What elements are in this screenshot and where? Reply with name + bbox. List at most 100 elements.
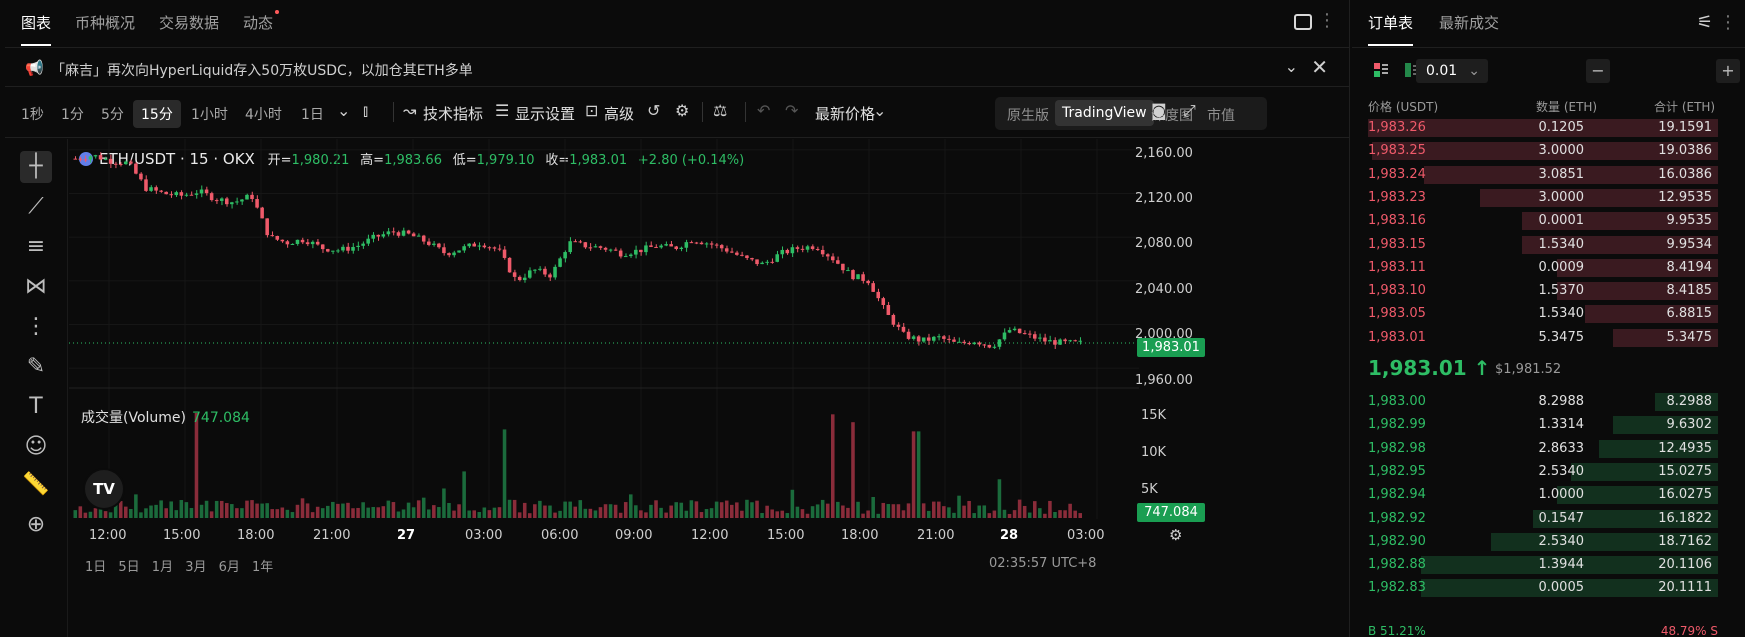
bid-row[interactable]: 1,982.88 1.3944 20.1106 — [1368, 555, 1718, 575]
tab-chart[interactable]: 图表 — [21, 14, 52, 46]
timeframe-1s[interactable]: 1秒 — [21, 107, 44, 123]
candle-body — [1007, 330, 1012, 333]
ask-row[interactable]: 1,983.15 1.5340 9.9534 — [1368, 235, 1718, 255]
bid-row[interactable]: 1,982.83 0.0005 20.1111 — [1368, 578, 1718, 598]
view-market-cap[interactable]: 市值 — [1207, 108, 1235, 124]
emoji-icon[interactable]: ☺ — [24, 434, 48, 459]
volume-bar — [320, 508, 325, 518]
candle-type-icon[interactable]: ⫾ — [363, 101, 369, 120]
advanced-icon[interactable]: ⊡ — [585, 101, 599, 120]
undo-icon[interactable]: ↶ — [757, 101, 771, 120]
view-depth[interactable]: 深度图 — [1151, 108, 1193, 124]
ask-row[interactable]: 1,983.11 0.0009 8.4194 — [1368, 258, 1718, 278]
candle-body — [346, 246, 350, 251]
candle-body — [538, 268, 542, 270]
ask-row[interactable]: 1,983.24 3.0851 16.0386 — [1368, 165, 1718, 185]
indicators-button[interactable]: 技术指标 — [423, 105, 484, 123]
view-tradingview[interactable]: TradingView — [1055, 100, 1154, 126]
bid-row[interactable]: 1,982.95 2.5340 15.0275 — [1368, 462, 1718, 482]
tab-recent-trades[interactable]: 最新成交 — [1439, 14, 1500, 32]
window-icon[interactable] — [1294, 14, 1312, 30]
ruler-icon[interactable]: 📏 — [22, 472, 50, 497]
tab-orderbook[interactable]: 订单表 — [1368, 14, 1414, 46]
volume-bar — [977, 505, 981, 518]
bid-row[interactable]: 1,982.92 0.1547 16.1822 — [1368, 509, 1718, 529]
ask-row[interactable]: 1,983.05 1.5340 6.8815 — [1368, 304, 1718, 324]
fib-icon[interactable]: ⋮ — [25, 314, 47, 339]
announcement-bar[interactable]: 📢 「麻吉」再次向HyperLiquid存入50万枚USDC，以加仓其ETH多单… — [5, 49, 1350, 87]
display-settings-button[interactable]: 显示设置 — [515, 105, 576, 123]
timeframe-15m[interactable]: 15分 — [133, 100, 181, 128]
volume-bar — [411, 507, 416, 518]
precision-decrease-button[interactable]: − — [1586, 59, 1610, 83]
tab-overview[interactable]: 币种概况 — [75, 14, 136, 32]
candle-body — [285, 241, 290, 245]
time-axis-label: 18:00 — [237, 528, 275, 543]
chevron-down-icon[interactable]: ⌄ — [873, 101, 887, 120]
more-icon[interactable]: ⋮ — [1318, 10, 1336, 31]
volume-bar — [457, 504, 461, 518]
ask-row[interactable]: 1,983.23 3.0000 12.9535 — [1368, 188, 1718, 208]
timeframe-1d[interactable]: 1日 — [301, 107, 324, 123]
brush-icon[interactable]: ✎ — [26, 354, 46, 379]
layout-both-icon[interactable] — [1373, 62, 1389, 78]
replay-icon[interactable]: ↺ — [647, 101, 661, 120]
bid-row[interactable]: 1,983.00 8.2988 8.2988 — [1368, 392, 1718, 412]
horizontal-lines-icon[interactable]: ≡ — [26, 234, 46, 259]
chart-canvas[interactable]: ETH/USDT · 15 · OKX 开=1,980.21 高=1,983.6… — [69, 139, 1350, 637]
indicators-icon[interactable]: ↝ — [403, 101, 417, 120]
volume-bar — [664, 512, 668, 518]
price-type-select[interactable]: 最新价格 — [815, 105, 876, 123]
trendline-icon[interactable]: ⟋ — [28, 194, 44, 219]
volume-bar — [129, 508, 133, 518]
gear-icon[interactable]: ⚙ — [675, 101, 690, 120]
announcement-text[interactable]: 「麻吉」再次向HyperLiquid存入50万枚USDC，以加仓其ETH多单 — [51, 63, 473, 79]
ask-row[interactable]: 1,983.16 0.0001 9.9535 — [1368, 211, 1718, 231]
ask-row[interactable]: 1,983.25 3.0000 19.0386 — [1368, 141, 1718, 161]
text-icon[interactable]: T — [29, 394, 43, 419]
list-icon[interactable]: ☰ — [495, 101, 510, 120]
tradingview-logo[interactable]: TV — [85, 470, 123, 508]
candle-body — [942, 336, 946, 339]
pattern-icon[interactable]: ⋈ — [25, 274, 47, 299]
zoom-in-icon[interactable]: ⊕ — [26, 512, 46, 537]
timeframe-1m[interactable]: 1分 — [61, 107, 84, 123]
volume-bar — [189, 508, 194, 518]
sliders-icon[interactable]: ⚟ — [1696, 12, 1713, 33]
chevron-down-icon[interactable]: ⌄ — [1284, 57, 1298, 76]
timeframe-5m[interactable]: 5分 — [101, 107, 124, 123]
tab-feed[interactable]: 动态 — [243, 10, 280, 33]
view-native[interactable]: 原生版 — [1007, 108, 1049, 124]
row-total: 18.7162 — [1658, 533, 1712, 549]
axis-settings-icon[interactable]: ⚙ — [1169, 526, 1183, 544]
ask-row[interactable]: 1,983.10 1.5370 8.4185 — [1368, 281, 1718, 301]
timeframe-1h[interactable]: 1小时 — [191, 107, 228, 123]
scale-icon[interactable]: ⚖ — [713, 101, 728, 120]
timeframe-4h[interactable]: 4小时 — [245, 107, 282, 123]
camera-icon[interactable]: ◙ — [1151, 101, 1167, 120]
volume-bar — [184, 502, 189, 518]
candle-body — [593, 246, 598, 248]
bid-row[interactable]: 1,982.94 1.0000 16.0275 — [1368, 485, 1718, 505]
price-plot[interactable] — [69, 139, 1139, 637]
candle-body — [805, 246, 810, 250]
ask-row[interactable]: 1,983.26 0.1205 19.1591 — [1368, 118, 1718, 138]
ask-row[interactable]: 1,983.01 5.3475 5.3475 — [1368, 328, 1718, 348]
candle-body — [684, 242, 689, 248]
range-selector[interactable]: 1日 5日 1月 3月 6月 1年 — [85, 560, 274, 575]
fullscreen-icon[interactable]: ⤢ — [1183, 101, 1196, 120]
bid-row[interactable]: 1,982.98 2.8633 12.4935 — [1368, 439, 1718, 459]
more-icon[interactable]: ⋮ — [1719, 12, 1737, 33]
advanced-button[interactable]: 高级 — [604, 105, 635, 123]
bid-row[interactable]: 1,982.99 1.3314 9.6302 — [1368, 415, 1718, 435]
tab-trading-data[interactable]: 交易数据 — [159, 14, 220, 32]
candle-body — [613, 249, 618, 251]
crosshair-icon[interactable]: ┼ — [20, 151, 52, 183]
close-icon[interactable]: ✕ — [1311, 55, 1328, 79]
precision-increase-button[interactable]: + — [1716, 59, 1740, 83]
precision-select[interactable]: 0.01 ⌄ — [1416, 59, 1488, 83]
volume-bar — [376, 507, 381, 518]
bid-row[interactable]: 1,982.90 2.5340 18.7162 — [1368, 532, 1718, 552]
chevron-down-icon[interactable]: ⌄ — [337, 101, 351, 120]
redo-icon[interactable]: ↷ — [785, 101, 799, 120]
